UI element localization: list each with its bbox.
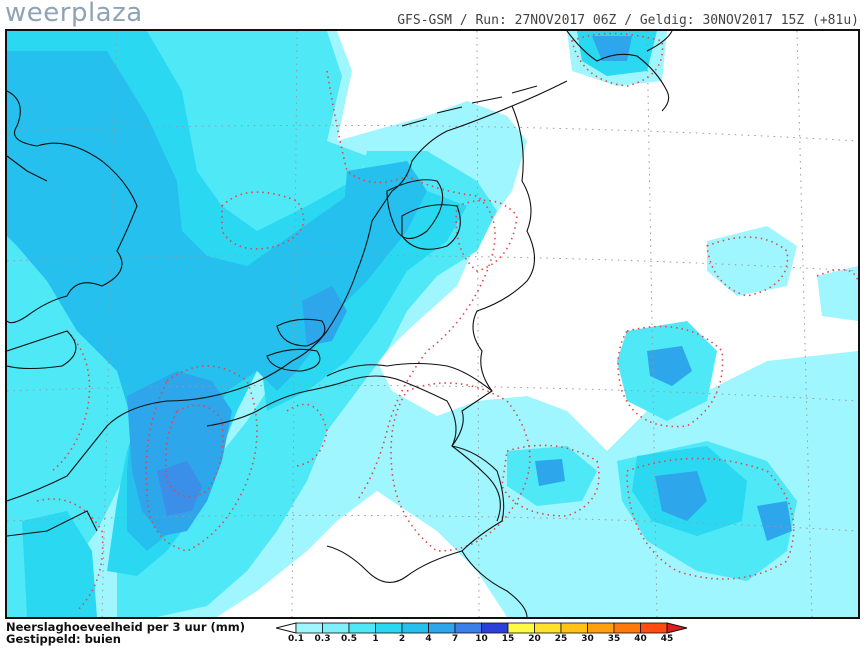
scale-tick-label: 15 bbox=[501, 634, 515, 644]
precip-cyan-area-sw bbox=[22, 511, 97, 617]
legend-caption-line1: Neerslaghoeveelheid per 3 uur (mm) bbox=[6, 620, 246, 634]
scale-tick-label: 0.5 bbox=[341, 634, 357, 644]
scale-tick-label: 10 bbox=[475, 634, 488, 644]
scale-swatch bbox=[322, 622, 350, 634]
scale-swatch bbox=[640, 622, 668, 634]
scale-swatch bbox=[401, 622, 429, 634]
scale-swatch bbox=[534, 622, 562, 634]
scale-tick-label: 25 bbox=[554, 634, 568, 644]
scale-swatch bbox=[613, 622, 641, 634]
precip-light-area-east bbox=[707, 226, 797, 296]
scale-swatch bbox=[348, 622, 376, 634]
scale-tick-label: 30 bbox=[581, 634, 594, 644]
scale-tick-label: 0.3 bbox=[314, 634, 331, 644]
borders bbox=[7, 31, 673, 617]
precipitation-field bbox=[7, 31, 858, 617]
precip-deep-core-c bbox=[157, 461, 202, 516]
scale-tick-label: 0.1 bbox=[288, 634, 304, 644]
scale-swatch bbox=[428, 622, 456, 634]
scale-swatch bbox=[587, 622, 615, 634]
scale-tick-label: 35 bbox=[607, 634, 621, 644]
scale-tick-label: 7 bbox=[451, 634, 459, 644]
weerplaza-logo: weerplaza bbox=[5, 0, 143, 28]
precip-deep-core-e bbox=[647, 346, 692, 386]
scale-tick-label: 4 bbox=[425, 634, 432, 644]
map-canvas bbox=[7, 31, 858, 617]
graticule bbox=[7, 31, 858, 617]
scale-swatch bbox=[454, 622, 482, 634]
precip-deep-core-f bbox=[757, 501, 792, 541]
legend-caption-line2: Gestippeld: buien bbox=[6, 632, 121, 646]
legend-caption: Neerslaghoeveelheid per 3 uur (mm) Gesti… bbox=[6, 621, 245, 645]
scale-tick-label: 45 bbox=[660, 634, 674, 644]
precip-deep-core-d bbox=[655, 471, 707, 521]
scale-tick-label: 1 bbox=[372, 634, 379, 644]
scale-swatch bbox=[560, 622, 588, 634]
scale-swatch bbox=[375, 622, 403, 634]
scale-swatch bbox=[481, 622, 509, 634]
run-info: GFS-GSM / Run: 27NOV2017 06Z / Geldig: 3… bbox=[397, 13, 859, 28]
showers-contours bbox=[36, 32, 858, 612]
scale-swatch bbox=[507, 622, 535, 634]
scale-tick-label: 2 bbox=[398, 634, 406, 644]
precip-blue-band bbox=[7, 51, 407, 551]
scale-arrow-high bbox=[666, 622, 688, 634]
precip-light-area-far-east bbox=[817, 266, 858, 321]
scale-swatch bbox=[295, 622, 323, 634]
scale-tick-label: 20 bbox=[528, 634, 541, 644]
precip-cyan-area-coast bbox=[262, 171, 467, 411]
precip-deep-core bbox=[127, 371, 232, 536]
scale-arrow-low bbox=[276, 622, 297, 634]
precip-deep-core-b bbox=[302, 286, 347, 346]
precipitation-map bbox=[5, 29, 860, 619]
scale-tick-label: 40 bbox=[634, 634, 647, 644]
precip-deep-core-h bbox=[535, 459, 565, 486]
precip-color-scale bbox=[276, 622, 688, 634]
